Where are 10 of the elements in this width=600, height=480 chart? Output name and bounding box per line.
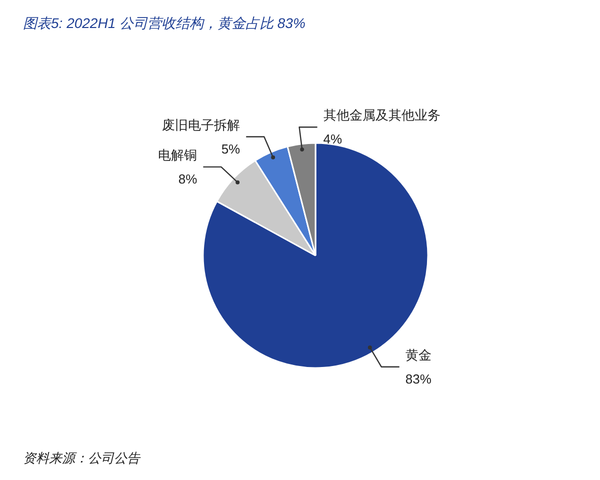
data-label: 83% (405, 371, 432, 386)
data-label: 8% (178, 171, 198, 186)
data-label: 4% (323, 132, 343, 147)
text: 资料来源：公司公告 (23, 450, 141, 466)
data-label: 5% (221, 141, 241, 156)
slice-label: 黄金 (405, 347, 432, 362)
slice-label: 废旧电子拆解 (162, 117, 240, 132)
slice-label: 电解铜 (158, 147, 198, 162)
chart-title: 图表5: 2022H1 公司营收结构，黄金占比 83% (23, 15, 306, 31)
slice-label: 其他金属及其他业务 (323, 108, 440, 123)
